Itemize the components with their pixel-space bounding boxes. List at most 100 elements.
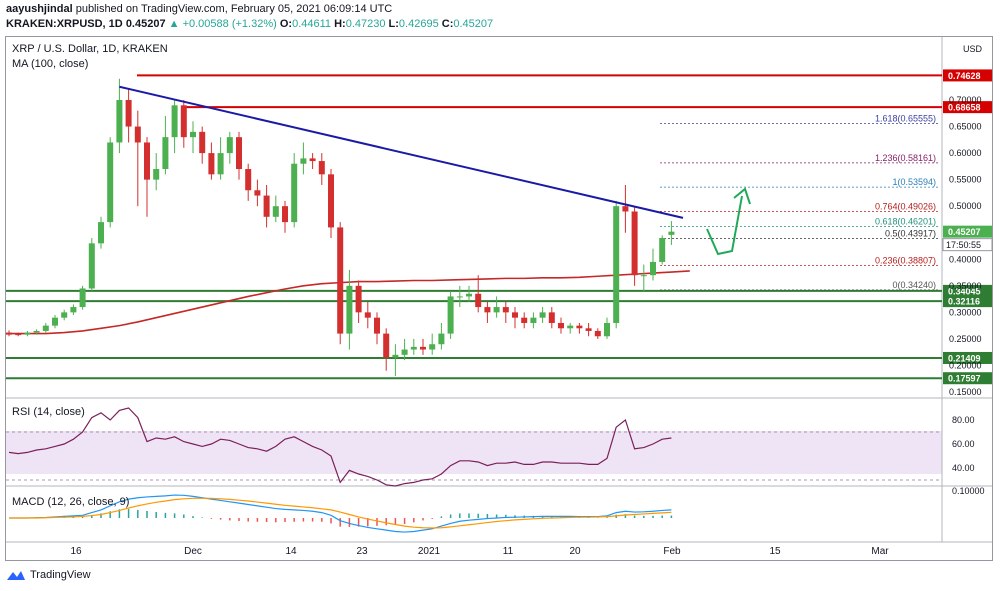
- candle-body: [134, 126, 141, 143]
- candle-body: [226, 137, 233, 154]
- candle-body: [576, 325, 583, 329]
- open-label: O:: [279, 18, 293, 30]
- publish-line: aayushjindal published on TradingView.co…: [6, 3, 392, 15]
- countdown-tag: [942, 238, 993, 252]
- price-tick-label: 0.30000: [949, 307, 982, 317]
- fib-label: 1.618(0.65555): [875, 114, 936, 124]
- fib-levels: 1.618(0.65555) 1.236(0.58161) 1(0.53594) 0.…: [660, 114, 940, 291]
- candle-body: [6, 332, 12, 335]
- symbol-label: KRAKEN:XRPUSD, 1D: [6, 18, 123, 30]
- projection-arrow-head: [733, 187, 751, 205]
- price-tick-label: 0.65000: [949, 122, 982, 132]
- price-tick-label: 0.60000: [949, 148, 982, 158]
- candle-body: [171, 105, 178, 138]
- candle-body: [282, 206, 288, 223]
- candle-body: [521, 317, 528, 323]
- candle-body: [79, 288, 86, 308]
- macd-pane: 0.10000: [9, 486, 985, 533]
- candle-body: [236, 137, 242, 170]
- time-tick-label: 2021: [418, 546, 441, 557]
- candle-body: [438, 333, 445, 345]
- candle-body: [594, 330, 601, 337]
- price-tick-label: 0.50000: [949, 201, 982, 211]
- price-tick-label: 0.20000: [949, 360, 982, 370]
- candle-body: [420, 346, 426, 350]
- candle-body: [410, 346, 417, 350]
- price-tick-label: 0.25000: [949, 334, 982, 344]
- candle-body: [548, 312, 555, 323]
- rsi-pane: 80.00 60.00 40.00: [6, 407, 975, 487]
- level-tag: [943, 295, 992, 308]
- candle-body: [318, 161, 325, 175]
- candle-body: [125, 100, 132, 127]
- candle-body: [254, 190, 261, 196]
- rsi-tick-label: 60.00: [952, 439, 975, 449]
- low-value: 0.42695: [398, 18, 439, 30]
- high-value: 0.47230: [345, 18, 386, 30]
- price-tick-label: 0.15000: [949, 387, 982, 397]
- high-label: H:: [334, 18, 346, 30]
- candle-body: [429, 344, 436, 350]
- candle-body: [512, 312, 518, 318]
- level-tag-label: 0.32116: [948, 297, 980, 307]
- time-tick-label: Mar: [871, 546, 889, 557]
- candle-body: [613, 206, 620, 323]
- level-tag-label: 0.17597: [948, 374, 981, 384]
- candle-body: [659, 238, 666, 262]
- ma-label: MA (100, close): [12, 58, 88, 70]
- tradingview-logo-icon: [7, 571, 25, 580]
- candle-body: [558, 322, 564, 329]
- candle-body: [116, 100, 123, 143]
- candle-body: [217, 153, 224, 175]
- macd-tick-label: 0.10000: [952, 486, 985, 496]
- level-tag: [943, 284, 992, 297]
- rsi-label: RSI (14, close): [12, 406, 85, 418]
- pane-title: XRP / U.S. Dollar, 1D, KRAKEN: [12, 43, 168, 55]
- fib-label: 0.236(0.38807): [875, 256, 936, 266]
- quote-line: KRAKEN:XRPUSD, 1D 0.45207 ▲ +0.00588 (+1…: [6, 18, 493, 30]
- candle-body: [650, 261, 656, 276]
- candle-body: [604, 322, 610, 337]
- candle-body: [245, 169, 252, 191]
- candle-body: [24, 332, 31, 335]
- candle-body: [98, 222, 104, 244]
- rsi-tick-label: 40.00: [952, 463, 975, 473]
- candle-body: [208, 153, 215, 175]
- candle-body: [392, 354, 399, 358]
- candle-body: [33, 330, 40, 333]
- price-axis: 0.700000.650000.600000.550000.500000.450…: [942, 95, 993, 397]
- current-price-label: 0.45207: [948, 227, 981, 237]
- fib-label: 0.764(0.49026): [875, 201, 936, 211]
- candles: [6, 78, 675, 377]
- footer-brand[interactable]: TradingView: [6, 569, 91, 581]
- rsi-line: [8, 407, 672, 487]
- fib-label: 0.618(0.46201): [875, 216, 936, 226]
- candle-body: [309, 158, 316, 162]
- price-tick-label: 0.40000: [949, 254, 982, 264]
- candle-body: [401, 349, 408, 355]
- rsi-tick-label: 80.00: [952, 415, 975, 425]
- level-tag: [943, 101, 992, 114]
- last-price: 0.45207: [125, 18, 166, 30]
- price-change: ▲ +0.00588 (+1.32%): [168, 18, 277, 30]
- macd-label: MACD (12, 26, close, 9): [12, 496, 129, 508]
- currency-label: USD: [963, 44, 983, 54]
- level-tag-label: 0.68658: [948, 103, 981, 113]
- candle-body: [15, 334, 22, 336]
- candle-body: [493, 307, 500, 313]
- candle-body: [52, 317, 58, 326]
- level-tag: [943, 69, 992, 82]
- descending-trendline: [119, 85, 684, 219]
- candle-body: [383, 333, 390, 358]
- level-tag-label: 0.34045: [948, 286, 981, 296]
- time-tick-label: 20: [569, 546, 581, 557]
- trendline: [119, 85, 684, 219]
- level-tag: [943, 351, 992, 364]
- candle-body: [456, 296, 463, 298]
- low-label: L:: [388, 18, 399, 30]
- candle-body: [88, 243, 95, 289]
- candle-body: [502, 307, 509, 313]
- current-price-tag: [943, 225, 992, 238]
